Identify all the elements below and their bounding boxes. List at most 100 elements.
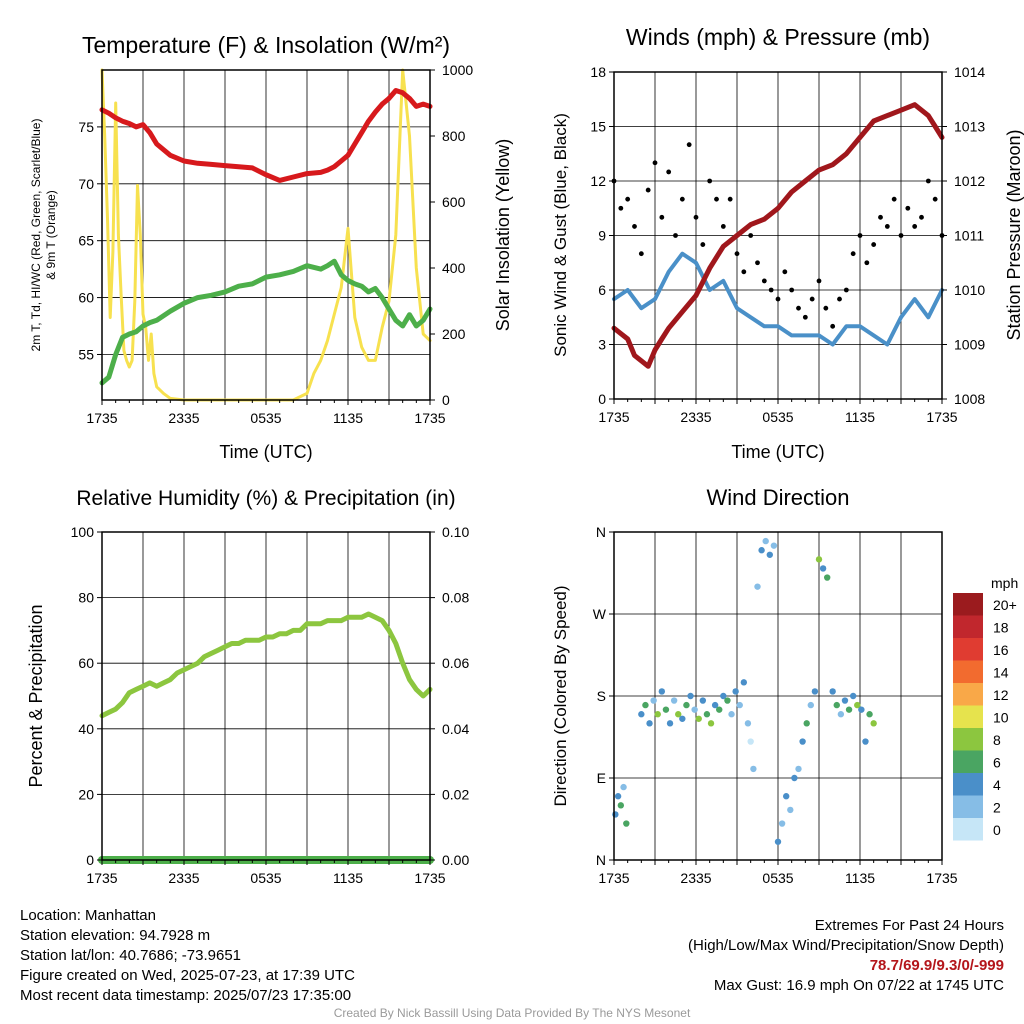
- legend-label: 6: [993, 755, 1001, 771]
- rh-grid: [102, 532, 430, 860]
- legend-label: 10: [993, 710, 1009, 726]
- y-tick-label: 9: [598, 228, 606, 244]
- gust-point: [898, 233, 904, 238]
- temp-xlabel: Time (UTC): [219, 442, 312, 462]
- direction-point: [778, 820, 786, 827]
- x-tick-label: 2335: [168, 870, 199, 886]
- direction-point: [862, 738, 869, 745]
- direction-point: [662, 706, 670, 713]
- direction-point: [654, 711, 661, 718]
- y-tick-label: 70: [78, 176, 94, 192]
- gust-point: [748, 233, 754, 238]
- direction-point: [841, 697, 849, 704]
- y2-tick-label: 0: [442, 392, 450, 408]
- legend-swatch: [953, 750, 983, 773]
- y2-tick-label: 0.08: [442, 590, 469, 606]
- direction-point: [732, 688, 739, 695]
- legend-label: 8: [993, 732, 1001, 748]
- y2-tick-label: 0.04: [442, 721, 469, 737]
- direction-point: [650, 697, 657, 704]
- gust-point: [755, 260, 760, 266]
- y2-tick-label: 1009: [954, 337, 985, 353]
- y2-tick-label: 1008: [954, 391, 985, 407]
- direction-point: [845, 706, 853, 713]
- dir-points: [612, 537, 877, 845]
- rh-title: Relative Humidity (%) & Precipitation (i…: [76, 487, 455, 510]
- gust-point: [741, 269, 747, 275]
- direction-point: [803, 720, 810, 727]
- y2-tick-label: 0.10: [442, 524, 469, 540]
- sonic-wind-line: [612, 251, 944, 347]
- direction-point: [695, 715, 702, 722]
- x-tick-label: 2335: [680, 870, 711, 886]
- y-tick-label: 65: [78, 233, 94, 249]
- gust-point: [871, 242, 877, 247]
- created-text: Figure created on Wed, 2025-07-23, at 17…: [20, 967, 355, 984]
- direction-point: [711, 701, 719, 709]
- direction-point: [770, 542, 778, 549]
- direction-point: [799, 738, 806, 745]
- direction-point: [783, 793, 790, 800]
- gust-point: [802, 314, 808, 320]
- gust-point: [809, 296, 815, 302]
- direction-point: [807, 701, 814, 709]
- legend-swatch: [953, 593, 983, 616]
- gust-point: [714, 196, 719, 202]
- direction-point: [691, 706, 698, 713]
- direction-point: [858, 706, 865, 713]
- direction-point: [774, 838, 782, 845]
- y2-tick-label: 600: [442, 194, 466, 210]
- gust-point: [796, 305, 801, 311]
- dir-panel: Wind Direction 1735 2335 0535 1135 1735 N E S W N…: [551, 485, 1018, 886]
- dir-title: Wind Direction: [706, 485, 849, 510]
- legend-label: 4: [993, 777, 1001, 793]
- gust-point: [891, 196, 897, 202]
- direction-point: [762, 537, 769, 545]
- dir-grid: [614, 532, 942, 860]
- y-tick-label: 80: [78, 590, 94, 606]
- direction-point: [642, 701, 649, 709]
- gust-point: [884, 224, 890, 229]
- y-tick-label: 18: [590, 64, 606, 80]
- y-tick-label: W: [593, 606, 607, 622]
- station-info: Location: Manhattan Station elevation: 9…: [20, 906, 355, 1006]
- legend-swatch: [953, 638, 983, 661]
- y2-tick-label: 1013: [954, 119, 985, 135]
- direction-point: [791, 774, 798, 782]
- legend-label: 20+: [993, 597, 1017, 613]
- gust-point: [686, 142, 692, 148]
- x-tick-label: 2335: [168, 410, 199, 426]
- pressure-line: [611, 102, 945, 369]
- legend-swatch: [953, 705, 983, 728]
- gust-point: [857, 233, 863, 238]
- direction-point: [819, 565, 827, 572]
- y-tick-label: 0: [598, 391, 606, 407]
- wind-grid: [614, 72, 942, 399]
- y-tick-label: 60: [78, 290, 94, 306]
- direction-point: [670, 697, 678, 704]
- y2-tick-label: 200: [442, 326, 466, 342]
- dir-ylabel-left: Direction (Colored By Speed): [551, 585, 570, 806]
- gust-point: [816, 278, 822, 284]
- y-tick-label: 12: [590, 173, 606, 189]
- direction-point: [687, 692, 694, 700]
- rh-ticks: 1735 2335 0535 1135 1735 0 20 40 60 80 100 0.00 0.02…: [71, 524, 470, 886]
- direction-point: [811, 688, 819, 695]
- direction-point: [724, 697, 731, 704]
- gust-point: [693, 214, 699, 220]
- gust-point: [645, 187, 651, 193]
- x-tick-label: 1135: [845, 870, 875, 886]
- gust-point: [789, 287, 795, 293]
- gust-point: [734, 251, 740, 257]
- legend-swatch: [953, 795, 983, 818]
- gust-point: [912, 224, 918, 229]
- gust-point: [768, 287, 774, 293]
- elevation-text: Station elevation: 94.7928 m: [20, 927, 211, 944]
- direction-point: [854, 701, 861, 709]
- wind-ylabel-right: Station Pressure (Maroon): [1004, 129, 1024, 340]
- legend-swatch: [953, 615, 983, 638]
- legend-label: 2: [993, 800, 1001, 816]
- gust-point: [720, 224, 726, 229]
- direction-point: [646, 720, 653, 727]
- x-tick-label: 1135: [333, 870, 363, 886]
